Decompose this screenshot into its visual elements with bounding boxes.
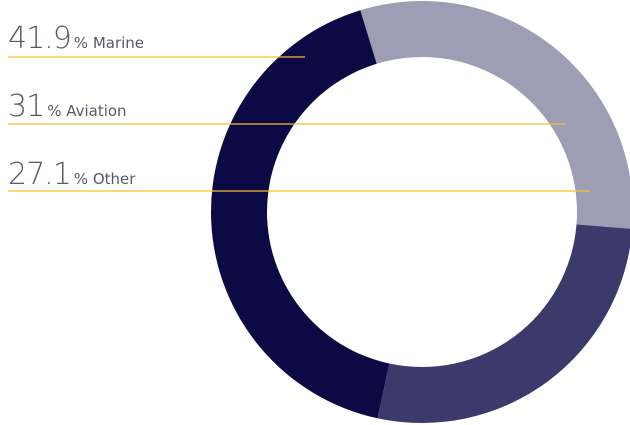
aviation-value: 31	[8, 89, 45, 124]
aviation-label: % Aviation	[47, 102, 127, 120]
legend-aviation: 31 % Aviation	[8, 89, 127, 124]
leader-lines	[8, 56, 590, 192]
legend-other: 27.1 % Other	[8, 157, 135, 192]
other-value: 27.1	[8, 157, 72, 192]
slice-aviation	[360, 1, 630, 229]
slice-other	[377, 224, 630, 423]
other-label: % Other	[73, 170, 136, 188]
donut-slices	[210, 1, 630, 423]
slice-marine	[210, 10, 390, 419]
marine-label: % Marine	[73, 34, 145, 52]
marine-value: 41.9	[8, 21, 72, 56]
legend-marine: 41.9 % Marine	[8, 21, 144, 56]
